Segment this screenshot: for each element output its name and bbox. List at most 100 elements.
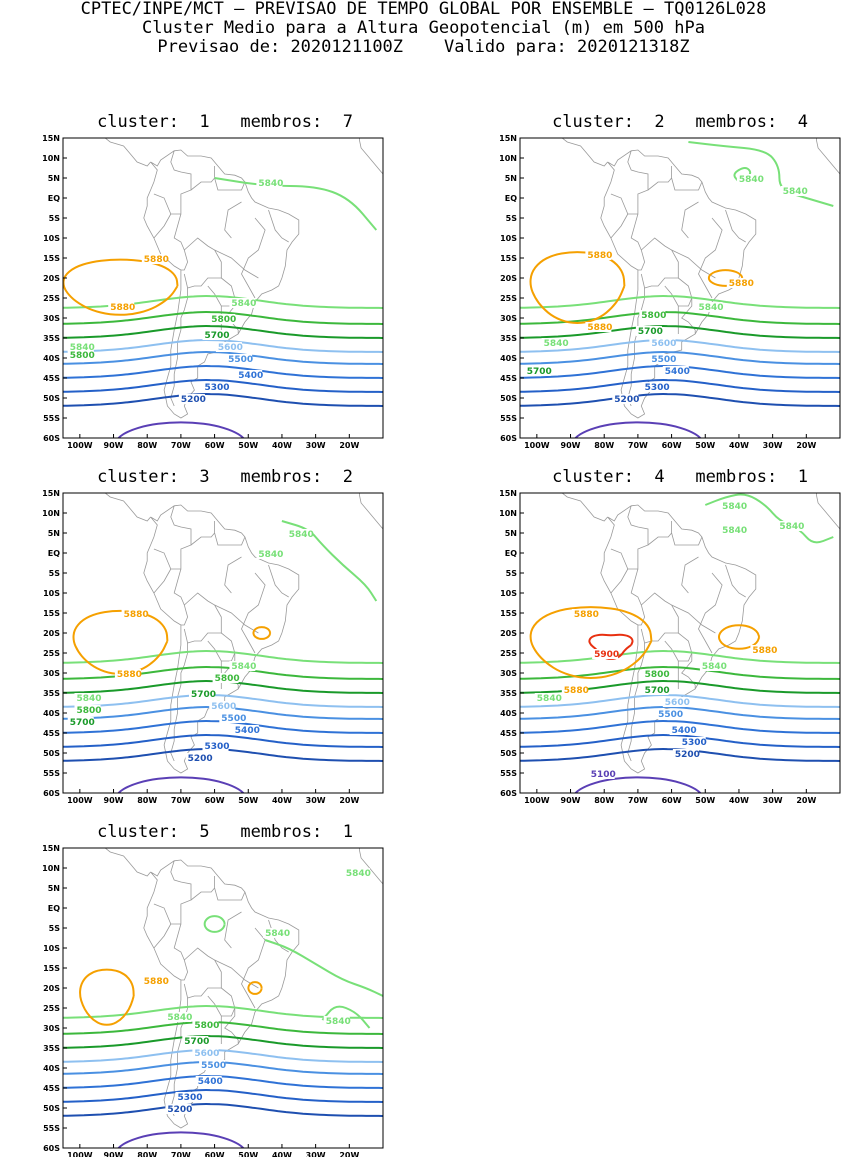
contour-label-bg (175, 1092, 202, 1102)
lon-tick-label: 80W (137, 441, 157, 450)
header-forecast-dates: Previsao de: 2020121100Z Valido para: 20… (157, 37, 690, 57)
lat-tick-label: 25S (43, 1004, 60, 1013)
country-border (153, 213, 172, 239)
contour-5400 (520, 720, 840, 734)
lat-tick-label: 30S (500, 669, 517, 678)
contour-label-bg (202, 741, 229, 751)
lon-tick-label: 90W (104, 441, 124, 450)
panel-title: cluster: 2 membros: 4 (552, 112, 808, 132)
contour-label: 5300 (205, 742, 230, 752)
country-border (224, 1008, 239, 1044)
country-border (671, 249, 716, 279)
country-border (241, 927, 266, 1009)
lon-tick-label: 70W (628, 796, 648, 805)
lat-tick-label: 10S (500, 589, 517, 598)
lon-tick-label: 40W (729, 796, 749, 805)
contour-label-bg (141, 254, 168, 264)
lat-tick-label: 20S (43, 629, 60, 638)
contour-label-bg (524, 366, 551, 376)
lat-tick-label: EQ (48, 549, 60, 558)
contour-5400 (63, 1075, 383, 1089)
lat-tick-label: 10N (499, 509, 517, 518)
contour-label: 5700 (527, 367, 552, 377)
contour-label: 5840 (537, 694, 562, 704)
contour-label-bg (585, 250, 612, 260)
lon-tick-label: 90W (561, 441, 581, 450)
country-border (153, 860, 192, 925)
contour-label: 5900 (594, 650, 619, 660)
contour-label-bg (323, 1016, 350, 1026)
contour-label-bg (192, 1020, 219, 1030)
contour-label-bg (571, 609, 598, 619)
contour-label: 5500 (651, 355, 676, 365)
contour-5200 (63, 393, 383, 407)
lat-tick-label: 15S (500, 254, 517, 263)
contour-label: 5840 (70, 343, 95, 353)
lon-tick-label: 70W (171, 796, 191, 805)
coastline (359, 138, 383, 175)
country-border (214, 887, 246, 901)
lat-tick-label: 5N (48, 174, 60, 183)
contour-label: 5800 (215, 674, 240, 684)
contour-5800 (63, 311, 383, 325)
contour-5800 (520, 666, 840, 680)
contour-label: 5800 (77, 706, 102, 716)
country-border (610, 568, 629, 594)
lat-tick-label: 50S (43, 1104, 60, 1113)
contour-5300 (520, 379, 840, 393)
coastline (104, 848, 151, 877)
contour-label: 5880 (110, 303, 135, 313)
map-frame (62, 847, 384, 1149)
contour-label: 5200 (614, 395, 639, 405)
lat-tick-label: 45S (500, 374, 517, 383)
contour-label-bg (696, 302, 723, 312)
country-border (153, 150, 192, 215)
contour-label: 5840 (783, 187, 808, 197)
country-border (241, 217, 266, 299)
lat-tick-label: 15S (43, 254, 60, 263)
lat-tick-label: EQ (505, 549, 517, 558)
contour-label: 5840 (289, 530, 314, 540)
country-border (214, 532, 246, 546)
contour-label: 5840 (258, 179, 283, 189)
lat-tick-label: 10N (42, 864, 60, 873)
panel-title: cluster: 3 membros: 2 (97, 467, 353, 487)
lat-tick-label: 5N (48, 529, 60, 538)
contour-label: 5880 (124, 610, 149, 620)
contour-label: 5700 (645, 686, 670, 696)
lon-tick-label: 30W (763, 441, 783, 450)
country-border (610, 213, 629, 239)
lon-tick-label: 100W (524, 441, 550, 450)
lat-tick-label: EQ (505, 194, 517, 203)
contour-label: 5880 (587, 251, 612, 261)
lat-tick-label: 15N (42, 134, 60, 143)
contour-label-bg (534, 693, 561, 703)
contour-label-bg (202, 330, 229, 340)
contour-label: 5600 (211, 702, 236, 712)
contour-5880-brazil (247, 981, 263, 995)
contour-label: 5700 (638, 327, 663, 337)
contour-label-bg (662, 366, 689, 376)
lon-tick-label: 80W (594, 796, 614, 805)
country-border (627, 288, 645, 407)
lat-tick-label: 35S (43, 689, 60, 698)
country-border (725, 209, 746, 243)
contour-label: 5840 (544, 339, 569, 349)
country-border (224, 556, 242, 594)
lon-tick-label: 70W (171, 441, 191, 450)
contour-label: 5800 (211, 315, 236, 325)
lat-tick-label: 5S (506, 214, 518, 223)
contour-5880 (63, 258, 179, 316)
lat-tick-label: 35S (43, 334, 60, 343)
lat-tick-label: 5S (49, 924, 61, 933)
lat-tick-label: 5N (505, 529, 517, 538)
contour-label-bg (699, 661, 726, 671)
country-border (630, 213, 646, 271)
contour-label: 5400 (238, 371, 263, 381)
country-border (681, 201, 699, 239)
contour-label: 5880 (587, 323, 612, 333)
contour-label-bg (108, 302, 135, 312)
contour-label-bg (182, 1036, 209, 1046)
contour-label: 5840 (167, 1013, 192, 1023)
contour-label-bg (561, 685, 588, 695)
